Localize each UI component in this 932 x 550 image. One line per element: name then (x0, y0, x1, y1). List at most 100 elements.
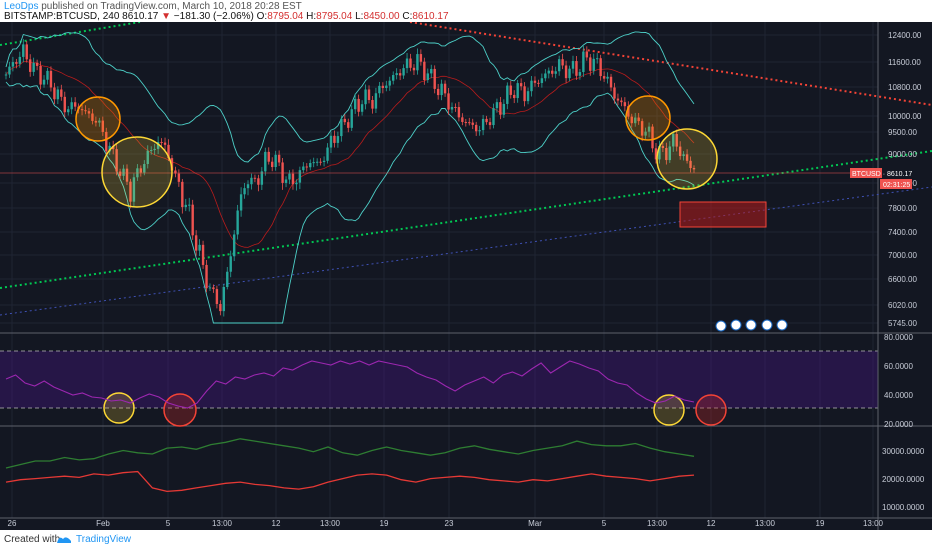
candle-body (150, 150, 153, 152)
candle-body (488, 122, 492, 126)
candle-body (533, 80, 537, 83)
time-axis-label: 19 (816, 519, 825, 528)
candle-body (163, 142, 167, 145)
bollinger-lower (5, 81, 695, 324)
candle-body (8, 66, 11, 75)
candle-body (447, 93, 450, 110)
candle-body (616, 98, 620, 101)
candle-body (575, 61, 578, 76)
candle-body (229, 256, 232, 272)
candle-body (606, 76, 609, 79)
indicator-axis-label: 10000.0000 (882, 503, 925, 512)
price-axis-label: 6600.00 (888, 275, 917, 284)
rsi-axis-label: 20.0000 (884, 420, 913, 429)
candle-body (181, 181, 184, 208)
candle-body (585, 51, 589, 58)
candle-body (426, 73, 429, 81)
candle-body (654, 148, 658, 160)
candle-body (115, 149, 118, 172)
candle-body (111, 145, 115, 150)
author-link[interactable]: LeoDps (4, 1, 39, 12)
candle-body (692, 168, 696, 170)
high-value: 8795.04 (316, 11, 353, 22)
candle-body (398, 73, 402, 76)
yellow-circle-right (656, 128, 718, 190)
candle-body (516, 83, 519, 99)
drawings (75, 95, 767, 427)
event-flag-icon[interactable] (730, 319, 742, 331)
candle-body (385, 85, 388, 89)
candle-body (153, 148, 156, 151)
green-upper-trendline (0, 22, 141, 46)
time-axis-label: 5 (166, 519, 171, 528)
time-axis[interactable]: 26 Feb 5 13:00 12 13:00 19 23 Mar 5 13:00 12 13:00 19… (8, 519, 884, 528)
candle-body (485, 118, 488, 123)
candle-body (495, 102, 499, 109)
indicator-axis-label: 30000.0000 (882, 447, 925, 456)
tradingview-brand[interactable]: TradingView (76, 534, 132, 545)
candle-body (436, 88, 440, 96)
candle-body (450, 106, 454, 110)
rsi-yellow-circle-right (653, 394, 685, 426)
candle-body (378, 85, 381, 94)
candle-body (409, 58, 412, 68)
indicator-axis-label: 20000.0000 (882, 475, 925, 484)
indicator-green-line (5, 438, 695, 469)
rsi-yellow-circle-left (103, 392, 135, 424)
candle-body (87, 111, 91, 114)
candle-body (499, 102, 502, 115)
candle-body (281, 162, 284, 183)
rsi-red-circle-right (695, 394, 727, 426)
close-label: C: (399, 11, 413, 22)
candle-body (468, 122, 471, 124)
candle-body (595, 58, 599, 60)
candle-body (315, 161, 319, 163)
event-flag-icon[interactable] (715, 320, 727, 332)
candle-body (295, 182, 298, 185)
event-flag-icon[interactable] (776, 319, 788, 331)
candle-body (73, 102, 77, 107)
time-axis-label: 12 (272, 519, 281, 528)
event-flags[interactable] (715, 319, 788, 332)
candle-body (257, 178, 260, 185)
open-label: O: (256, 11, 268, 22)
candle-body (201, 244, 205, 265)
candle-body (388, 80, 391, 86)
candle-body (11, 62, 15, 67)
chart-area[interactable]: 12400.00 11600.00 10800.00 10000.00 9500.00 9… (0, 22, 932, 530)
price-axis-label: 10800.00 (888, 83, 922, 92)
candle-body (672, 134, 675, 147)
candle-body (599, 58, 602, 77)
target-zone-box (679, 201, 767, 228)
event-flag-icon[interactable] (745, 319, 757, 331)
candle-body (474, 124, 478, 132)
event-flag-icon[interactable] (761, 319, 773, 331)
candle-body (461, 117, 464, 122)
candle-body (232, 234, 236, 257)
low-label: L: (352, 11, 364, 22)
time-axis-label: 13:00 (863, 519, 884, 528)
candle-body (502, 103, 506, 115)
last-price: 8610.17 (119, 11, 162, 22)
candle-body (32, 62, 35, 72)
candle-body (405, 58, 409, 69)
symbol-label: BITSTAMP:BTCUSD, 240 (4, 11, 120, 22)
candle-body (25, 44, 28, 60)
candle-body (416, 54, 419, 71)
price-axis-label: 11600.00 (888, 58, 921, 67)
open-value: 8795.04 (267, 11, 304, 22)
candle-body (67, 109, 70, 113)
candle-body (551, 70, 554, 74)
candle-body (423, 61, 426, 81)
candle-body (309, 162, 312, 168)
candle-body (523, 86, 526, 102)
candle-body (592, 58, 595, 71)
candle-body (395, 73, 398, 76)
candle-body (274, 154, 277, 168)
candles (4, 38, 696, 317)
candle-body (464, 121, 468, 123)
high-label: H: (303, 11, 317, 22)
candle-body (170, 158, 174, 171)
candle-body (357, 98, 360, 112)
rsi-axis-label: 40.0000 (884, 391, 913, 400)
